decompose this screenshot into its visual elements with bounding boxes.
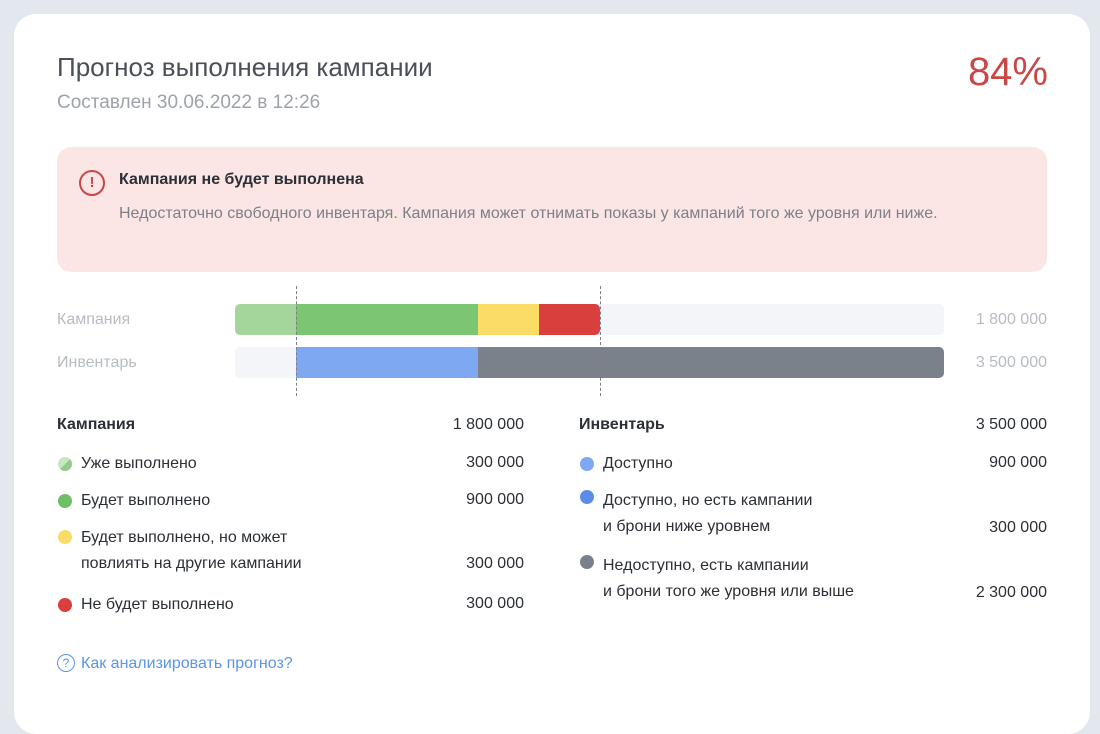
legend-item-done: Уже выполнено: [81, 455, 197, 472]
legend-value-available-lower: 300 000: [989, 519, 1047, 536]
completion-percent: 84%: [967, 50, 1048, 94]
campaign-bar-segment: [478, 304, 539, 335]
alert-text: Недостаточно свободного инвентаря. Кампа…: [119, 205, 938, 222]
inventory-bar-segment: [478, 347, 944, 378]
legend-item-unavailable: Недоступно, есть кампании и брони того ж…: [603, 553, 854, 605]
inventory-bar-total: 3 500 000: [975, 354, 1047, 371]
legend-dot: [58, 530, 72, 544]
legend-item-line: Доступно, но есть кампании: [603, 492, 813, 509]
legend-dot: [580, 457, 594, 471]
campaign-bar-segment: [295, 304, 479, 335]
legend-item-will-be-done: Будет выполнено: [81, 492, 211, 509]
campaign-bar: [235, 304, 944, 335]
legend-dot: [58, 494, 72, 508]
legend-dot: [58, 598, 72, 612]
legend-item-line: и брони ниже уровнем: [603, 518, 771, 535]
inventory-bar: [235, 347, 944, 378]
campaign-legend-total: 1 800 000: [452, 416, 524, 433]
inventory-bar-segment: [295, 347, 479, 378]
inventory-start-marker: [295, 286, 297, 396]
legend-value-wont-be-done: 300 000: [466, 595, 524, 612]
exclamation-circle-icon: !: [79, 170, 105, 196]
legend-item-wont-be-done: Не будет выполнено: [81, 596, 234, 613]
inventory-bar-label: Инвентарь: [57, 354, 137, 371]
forecast-card: Прогноз выполнения кампании Составлен 30…: [14, 14, 1090, 734]
campaign-bar-segment: [235, 304, 296, 335]
campaign-bar-segment: [538, 304, 600, 335]
legend-value-done: 300 000: [466, 454, 524, 471]
campaign-legend-heading: Кампания: [57, 416, 136, 433]
legend-item-line: Недоступно, есть кампании: [603, 557, 809, 574]
legend-item-available: Доступно: [603, 455, 673, 472]
legend-dot: [580, 555, 594, 569]
campaign-end-marker: [599, 286, 601, 396]
legend-item-line: Будет выполнено, но может: [81, 529, 288, 546]
help-link-label: Как анализировать прогноз?: [81, 655, 293, 672]
legend-value-will-be-done: 900 000: [466, 491, 524, 508]
legend-item-line: повлиять на другие кампании: [81, 555, 302, 572]
campaign-bar-label: Кампания: [57, 311, 131, 328]
inventory-legend-total: 3 500 000: [975, 416, 1047, 433]
legend-item-may-affect: Будет выполнено, но может повлиять на др…: [81, 525, 302, 577]
inventory-legend-heading: Инвентарь: [579, 416, 665, 433]
campaign-bar-total: 1 800 000: [975, 311, 1047, 328]
inventory-bar-segment: [235, 347, 296, 378]
question-circle-icon: ?: [57, 654, 75, 672]
warning-alert: ! Кампания не будет выполнена Недостаточ…: [57, 147, 1047, 272]
page-title: Прогноз выполнения кампании: [57, 52, 433, 82]
legend-value-may-affect: 300 000: [466, 555, 524, 572]
legend-item-line: и брони того же уровня или выше: [603, 583, 854, 600]
legend-item-available-lower: Доступно, но есть кампании и брони ниже …: [603, 488, 812, 540]
forecast-date: Составлен 30.06.2022 в 12:26: [57, 92, 321, 113]
alert-title: Кампания не будет выполнена: [119, 171, 364, 188]
legend-value-unavailable: 2 300 000: [975, 584, 1047, 601]
how-to-analyze-link[interactable]: ? Как анализировать прогноз?: [57, 654, 293, 673]
legend-dot: [580, 490, 594, 504]
legend-dot: [58, 457, 72, 471]
legend-value-available: 900 000: [989, 454, 1047, 471]
